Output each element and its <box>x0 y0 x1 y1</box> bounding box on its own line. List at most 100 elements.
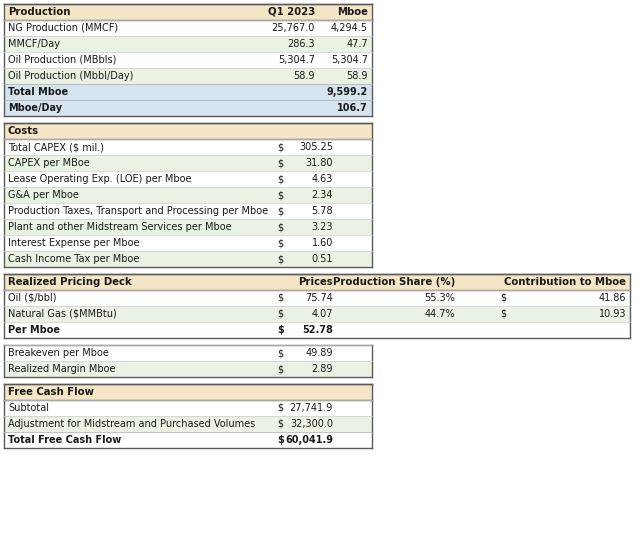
Text: Realized Margin Mboe: Realized Margin Mboe <box>8 364 115 374</box>
Text: Mboe/Day: Mboe/Day <box>8 103 62 113</box>
Text: Lease Operating Exp. (LOE) per Mboe: Lease Operating Exp. (LOE) per Mboe <box>8 174 191 184</box>
Text: Total Mboe: Total Mboe <box>8 87 68 97</box>
Text: 305.25: 305.25 <box>299 142 333 152</box>
Bar <box>4 171 372 187</box>
Bar <box>4 251 372 267</box>
Bar <box>4 361 372 377</box>
Text: $: $ <box>277 435 284 445</box>
Bar <box>4 36 372 52</box>
Text: $: $ <box>277 348 283 358</box>
Text: 106.7: 106.7 <box>337 103 368 113</box>
Text: G&A per Mboe: G&A per Mboe <box>8 190 79 200</box>
Text: Production Share (%): Production Share (%) <box>333 277 455 287</box>
Text: Cash Income Tax per Mboe: Cash Income Tax per Mboe <box>8 254 140 264</box>
Text: Q1 2023: Q1 2023 <box>268 7 315 17</box>
Bar <box>4 400 372 416</box>
Bar <box>4 235 372 251</box>
Text: 32,300.0: 32,300.0 <box>290 419 333 429</box>
Text: Interest Expense per Mboe: Interest Expense per Mboe <box>8 238 140 248</box>
Text: Production: Production <box>8 7 70 17</box>
Text: 60,041.9: 60,041.9 <box>285 435 333 445</box>
Bar <box>4 139 372 155</box>
Text: 4.07: 4.07 <box>312 309 333 319</box>
Bar <box>4 20 372 36</box>
Bar <box>4 187 372 203</box>
Text: $: $ <box>277 206 283 216</box>
Text: $: $ <box>277 293 283 303</box>
Text: 3.23: 3.23 <box>312 222 333 232</box>
Text: Total Free Cash Flow: Total Free Cash Flow <box>8 435 121 445</box>
Text: Free Cash Flow: Free Cash Flow <box>8 387 94 397</box>
Text: $: $ <box>277 190 283 200</box>
Bar <box>4 384 372 400</box>
Bar <box>4 4 372 20</box>
Bar <box>4 68 372 84</box>
Text: 286.3: 286.3 <box>287 39 315 49</box>
Text: Subtotal: Subtotal <box>8 403 49 413</box>
Text: 1.60: 1.60 <box>312 238 333 248</box>
Text: Oil ($/bbl): Oil ($/bbl) <box>8 293 56 303</box>
Text: 31.80: 31.80 <box>305 158 333 168</box>
Text: Oil Production (MBbls): Oil Production (MBbls) <box>8 55 116 65</box>
Text: 10.93: 10.93 <box>598 309 626 319</box>
Text: Breakeven per Mboe: Breakeven per Mboe <box>8 348 109 358</box>
Text: $: $ <box>277 238 283 248</box>
Bar <box>4 274 630 290</box>
Text: 4,294.5: 4,294.5 <box>331 23 368 33</box>
Text: 52.78: 52.78 <box>302 325 333 335</box>
Bar <box>4 155 372 171</box>
Text: 49.89: 49.89 <box>305 348 333 358</box>
Text: 4.63: 4.63 <box>312 174 333 184</box>
Text: Natural Gas ($MMBtu): Natural Gas ($MMBtu) <box>8 309 116 319</box>
Bar <box>4 322 630 338</box>
Text: 44.7%: 44.7% <box>424 309 455 319</box>
Text: Costs: Costs <box>8 126 39 136</box>
Text: Production Taxes, Transport and Processing per Mboe: Production Taxes, Transport and Processi… <box>8 206 268 216</box>
Bar <box>4 219 372 235</box>
Text: 0.51: 0.51 <box>312 254 333 264</box>
Text: 55.3%: 55.3% <box>424 293 455 303</box>
Text: $: $ <box>500 309 506 319</box>
Text: $: $ <box>277 174 283 184</box>
Text: 2.34: 2.34 <box>312 190 333 200</box>
Text: 25,767.0: 25,767.0 <box>271 23 315 33</box>
Text: 5,304.7: 5,304.7 <box>331 55 368 65</box>
Text: Mboe: Mboe <box>337 7 368 17</box>
Text: $: $ <box>277 325 284 335</box>
Text: 58.9: 58.9 <box>294 71 315 81</box>
Text: Plant and other Midstream Services per Mboe: Plant and other Midstream Services per M… <box>8 222 232 232</box>
Text: $: $ <box>277 309 283 319</box>
Text: 27,741.9: 27,741.9 <box>290 403 333 413</box>
Text: $: $ <box>500 293 506 303</box>
Text: $: $ <box>277 142 283 152</box>
Text: $: $ <box>277 419 283 429</box>
Text: Contribution to Mboe: Contribution to Mboe <box>504 277 626 287</box>
Text: 5,304.7: 5,304.7 <box>278 55 315 65</box>
Bar <box>4 432 372 448</box>
Bar <box>4 123 372 139</box>
Text: $: $ <box>277 158 283 168</box>
Bar <box>4 52 372 68</box>
Bar <box>4 416 372 432</box>
Bar <box>4 306 630 322</box>
Text: 2.89: 2.89 <box>312 364 333 374</box>
Text: $: $ <box>277 364 283 374</box>
Text: 58.9: 58.9 <box>346 71 368 81</box>
Text: NG Production (MMCF): NG Production (MMCF) <box>8 23 118 33</box>
Bar <box>4 290 630 306</box>
Text: Adjustment for Midstream and Purchased Volumes: Adjustment for Midstream and Purchased V… <box>8 419 255 429</box>
Bar <box>4 203 372 219</box>
Text: Total CAPEX ($ mil.): Total CAPEX ($ mil.) <box>8 142 104 152</box>
Text: 5.78: 5.78 <box>312 206 333 216</box>
Text: 41.86: 41.86 <box>598 293 626 303</box>
Bar <box>4 84 372 100</box>
Text: 75.74: 75.74 <box>305 293 333 303</box>
Text: 9,599.2: 9,599.2 <box>327 87 368 97</box>
Text: Oil Production (Mbbl/Day): Oil Production (Mbbl/Day) <box>8 71 133 81</box>
Text: $: $ <box>277 403 283 413</box>
Text: MMCF/Day: MMCF/Day <box>8 39 60 49</box>
Text: CAPEX per MBoe: CAPEX per MBoe <box>8 158 90 168</box>
Text: Per Mboe: Per Mboe <box>8 325 60 335</box>
Bar <box>4 345 372 361</box>
Text: $: $ <box>277 254 283 264</box>
